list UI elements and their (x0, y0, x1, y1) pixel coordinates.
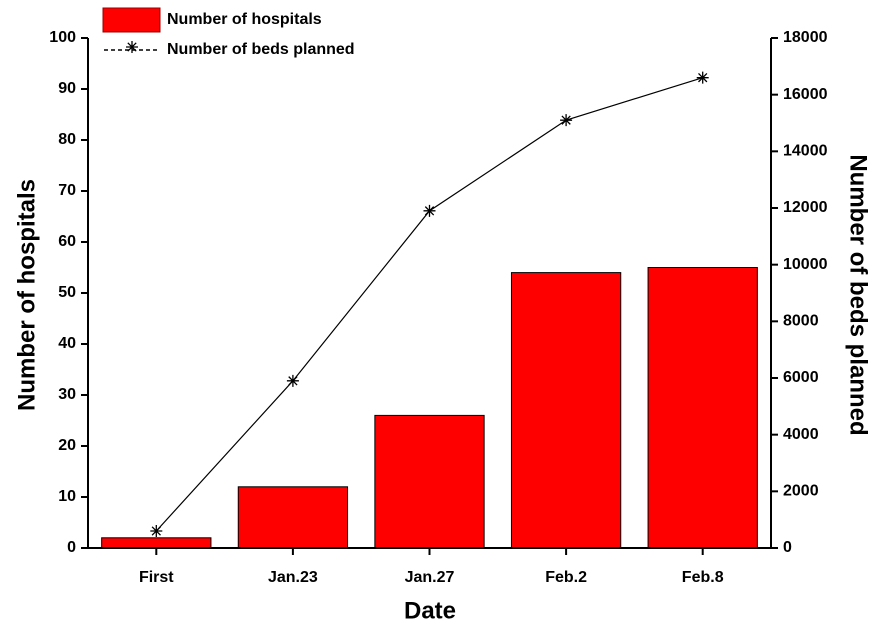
bar (101, 537, 212, 549)
marker (126, 41, 138, 53)
y-tick-label: 60 (58, 233, 76, 250)
y2-tick-label: 4000 (783, 426, 819, 443)
x-tick-label: Jan.23 (268, 569, 318, 586)
marker (423, 204, 436, 217)
marker (560, 114, 573, 127)
bar (510, 272, 622, 549)
marker (150, 525, 163, 537)
y2-axis-title: Number of beds planned (845, 154, 872, 435)
x-tick-label: Feb.8 (682, 569, 724, 586)
x-tick-label: Jan.27 (405, 569, 455, 586)
legend-label: Number of beds planned (167, 41, 355, 58)
x-tick-label: Feb.2 (545, 569, 587, 586)
y-tick-label: 90 (58, 80, 76, 97)
y-tick-label: 50 (58, 284, 76, 301)
legend-swatch (102, 7, 161, 33)
y2-tick-label: 12000 (783, 199, 828, 216)
y-tick-label: 70 (58, 182, 76, 199)
y2-tick-label: 14000 (783, 143, 828, 160)
legend-label: Number of hospitals (167, 11, 322, 28)
y2-tick-label: 2000 (783, 483, 819, 500)
y-tick-label: 30 (58, 386, 76, 403)
y-axis-title: Number of hospitals (13, 179, 40, 411)
y2-tick-label: 10000 (783, 256, 828, 273)
y-tick-label: 40 (58, 335, 76, 352)
y2-tick-label: 8000 (783, 313, 819, 330)
marker (286, 374, 299, 387)
bar (237, 486, 349, 549)
y-tick-label: 20 (58, 437, 76, 454)
y-tick-label: 80 (58, 131, 76, 148)
y-tick-label: 100 (49, 29, 76, 46)
bar (647, 267, 758, 549)
y2-tick-label: 16000 (783, 86, 828, 103)
y2-tick-label: 0 (783, 539, 792, 556)
y2-tick-label: 18000 (783, 29, 828, 46)
marker (696, 71, 709, 84)
bar (374, 414, 485, 549)
y-tick-label: 0 (67, 539, 76, 556)
y-tick-label: 10 (58, 488, 76, 505)
x-tick-label: First (139, 569, 174, 586)
x-axis-title: Date (404, 597, 456, 624)
y2-tick-label: 6000 (783, 369, 819, 386)
